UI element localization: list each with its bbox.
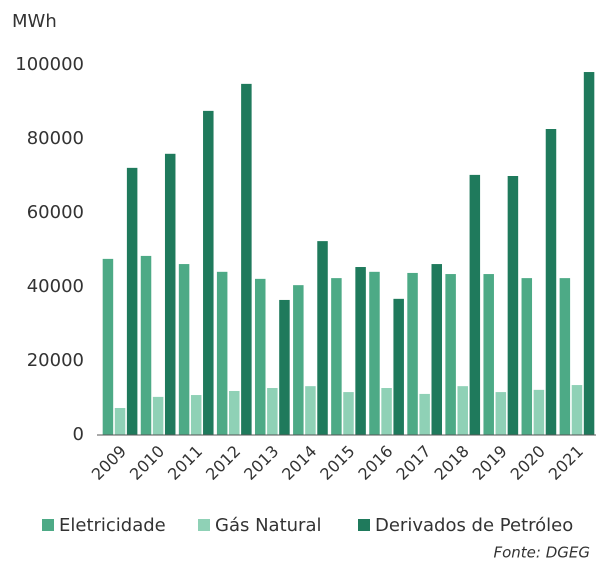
legend-swatch — [358, 519, 370, 531]
bar — [545, 129, 557, 435]
bar — [583, 72, 595, 435]
bar — [457, 386, 468, 435]
x-tick-label: 2018 — [431, 442, 473, 484]
bar — [571, 385, 583, 435]
bar — [190, 395, 202, 435]
x-tick-label: 2019 — [469, 442, 511, 484]
y-tick-label: 40000 — [27, 276, 84, 297]
bar — [305, 386, 316, 435]
bar — [419, 393, 430, 435]
bar — [267, 388, 278, 435]
legend-swatch — [198, 519, 210, 531]
bar — [369, 271, 380, 435]
bar — [495, 392, 507, 435]
y-tick-label: 80000 — [27, 128, 84, 149]
bar — [114, 407, 126, 435]
x-tick-label: 2011 — [164, 442, 206, 484]
bar — [507, 176, 519, 435]
legend-label: Derivados de Petróleo — [375, 515, 573, 536]
bar — [533, 389, 545, 435]
bar — [393, 298, 404, 435]
bar — [355, 267, 366, 435]
x-tick-label: 2009 — [88, 442, 130, 484]
bar — [559, 278, 571, 435]
y-axis-label: MWh — [12, 11, 57, 32]
bar — [102, 258, 114, 435]
bar — [317, 241, 328, 435]
x-tick-label: 2020 — [507, 442, 549, 484]
bar — [445, 274, 456, 435]
bar — [241, 83, 252, 436]
legend-label: Gás Natural — [215, 515, 321, 536]
x-tick-label: 2014 — [278, 442, 320, 484]
legend-swatch — [42, 519, 54, 531]
bar — [203, 110, 214, 435]
x-tick-label: 2013 — [240, 442, 282, 484]
y-tick-label: 0 — [73, 424, 84, 445]
bar — [126, 167, 138, 436]
bar — [254, 278, 266, 435]
legend-label: Eletricidade — [59, 515, 166, 536]
x-tick-label: 2017 — [392, 442, 434, 484]
x-tick-label: 2021 — [545, 442, 587, 484]
bar — [521, 278, 533, 435]
x-tick-label: 2012 — [202, 442, 244, 484]
bar — [152, 396, 164, 435]
bar — [407, 272, 418, 435]
bar — [381, 388, 392, 435]
bar — [469, 174, 481, 435]
bar — [343, 392, 354, 435]
bar — [331, 278, 342, 435]
x-tick-label: 2016 — [354, 442, 396, 484]
bar — [216, 271, 228, 435]
bar — [293, 285, 304, 435]
y-tick-label: 100000 — [15, 54, 84, 75]
y-tick-label: 20000 — [27, 350, 84, 371]
bar — [178, 264, 190, 435]
bar — [229, 390, 240, 435]
y-tick-label: 60000 — [27, 202, 84, 223]
bar — [140, 255, 152, 435]
bar — [483, 274, 494, 435]
source: Fonte: DGEG — [493, 544, 590, 562]
bar — [431, 264, 443, 435]
bar — [279, 299, 290, 435]
x-tick-label: 2015 — [316, 442, 358, 484]
x-tick-label: 2010 — [126, 442, 168, 484]
bar — [164, 153, 176, 436]
